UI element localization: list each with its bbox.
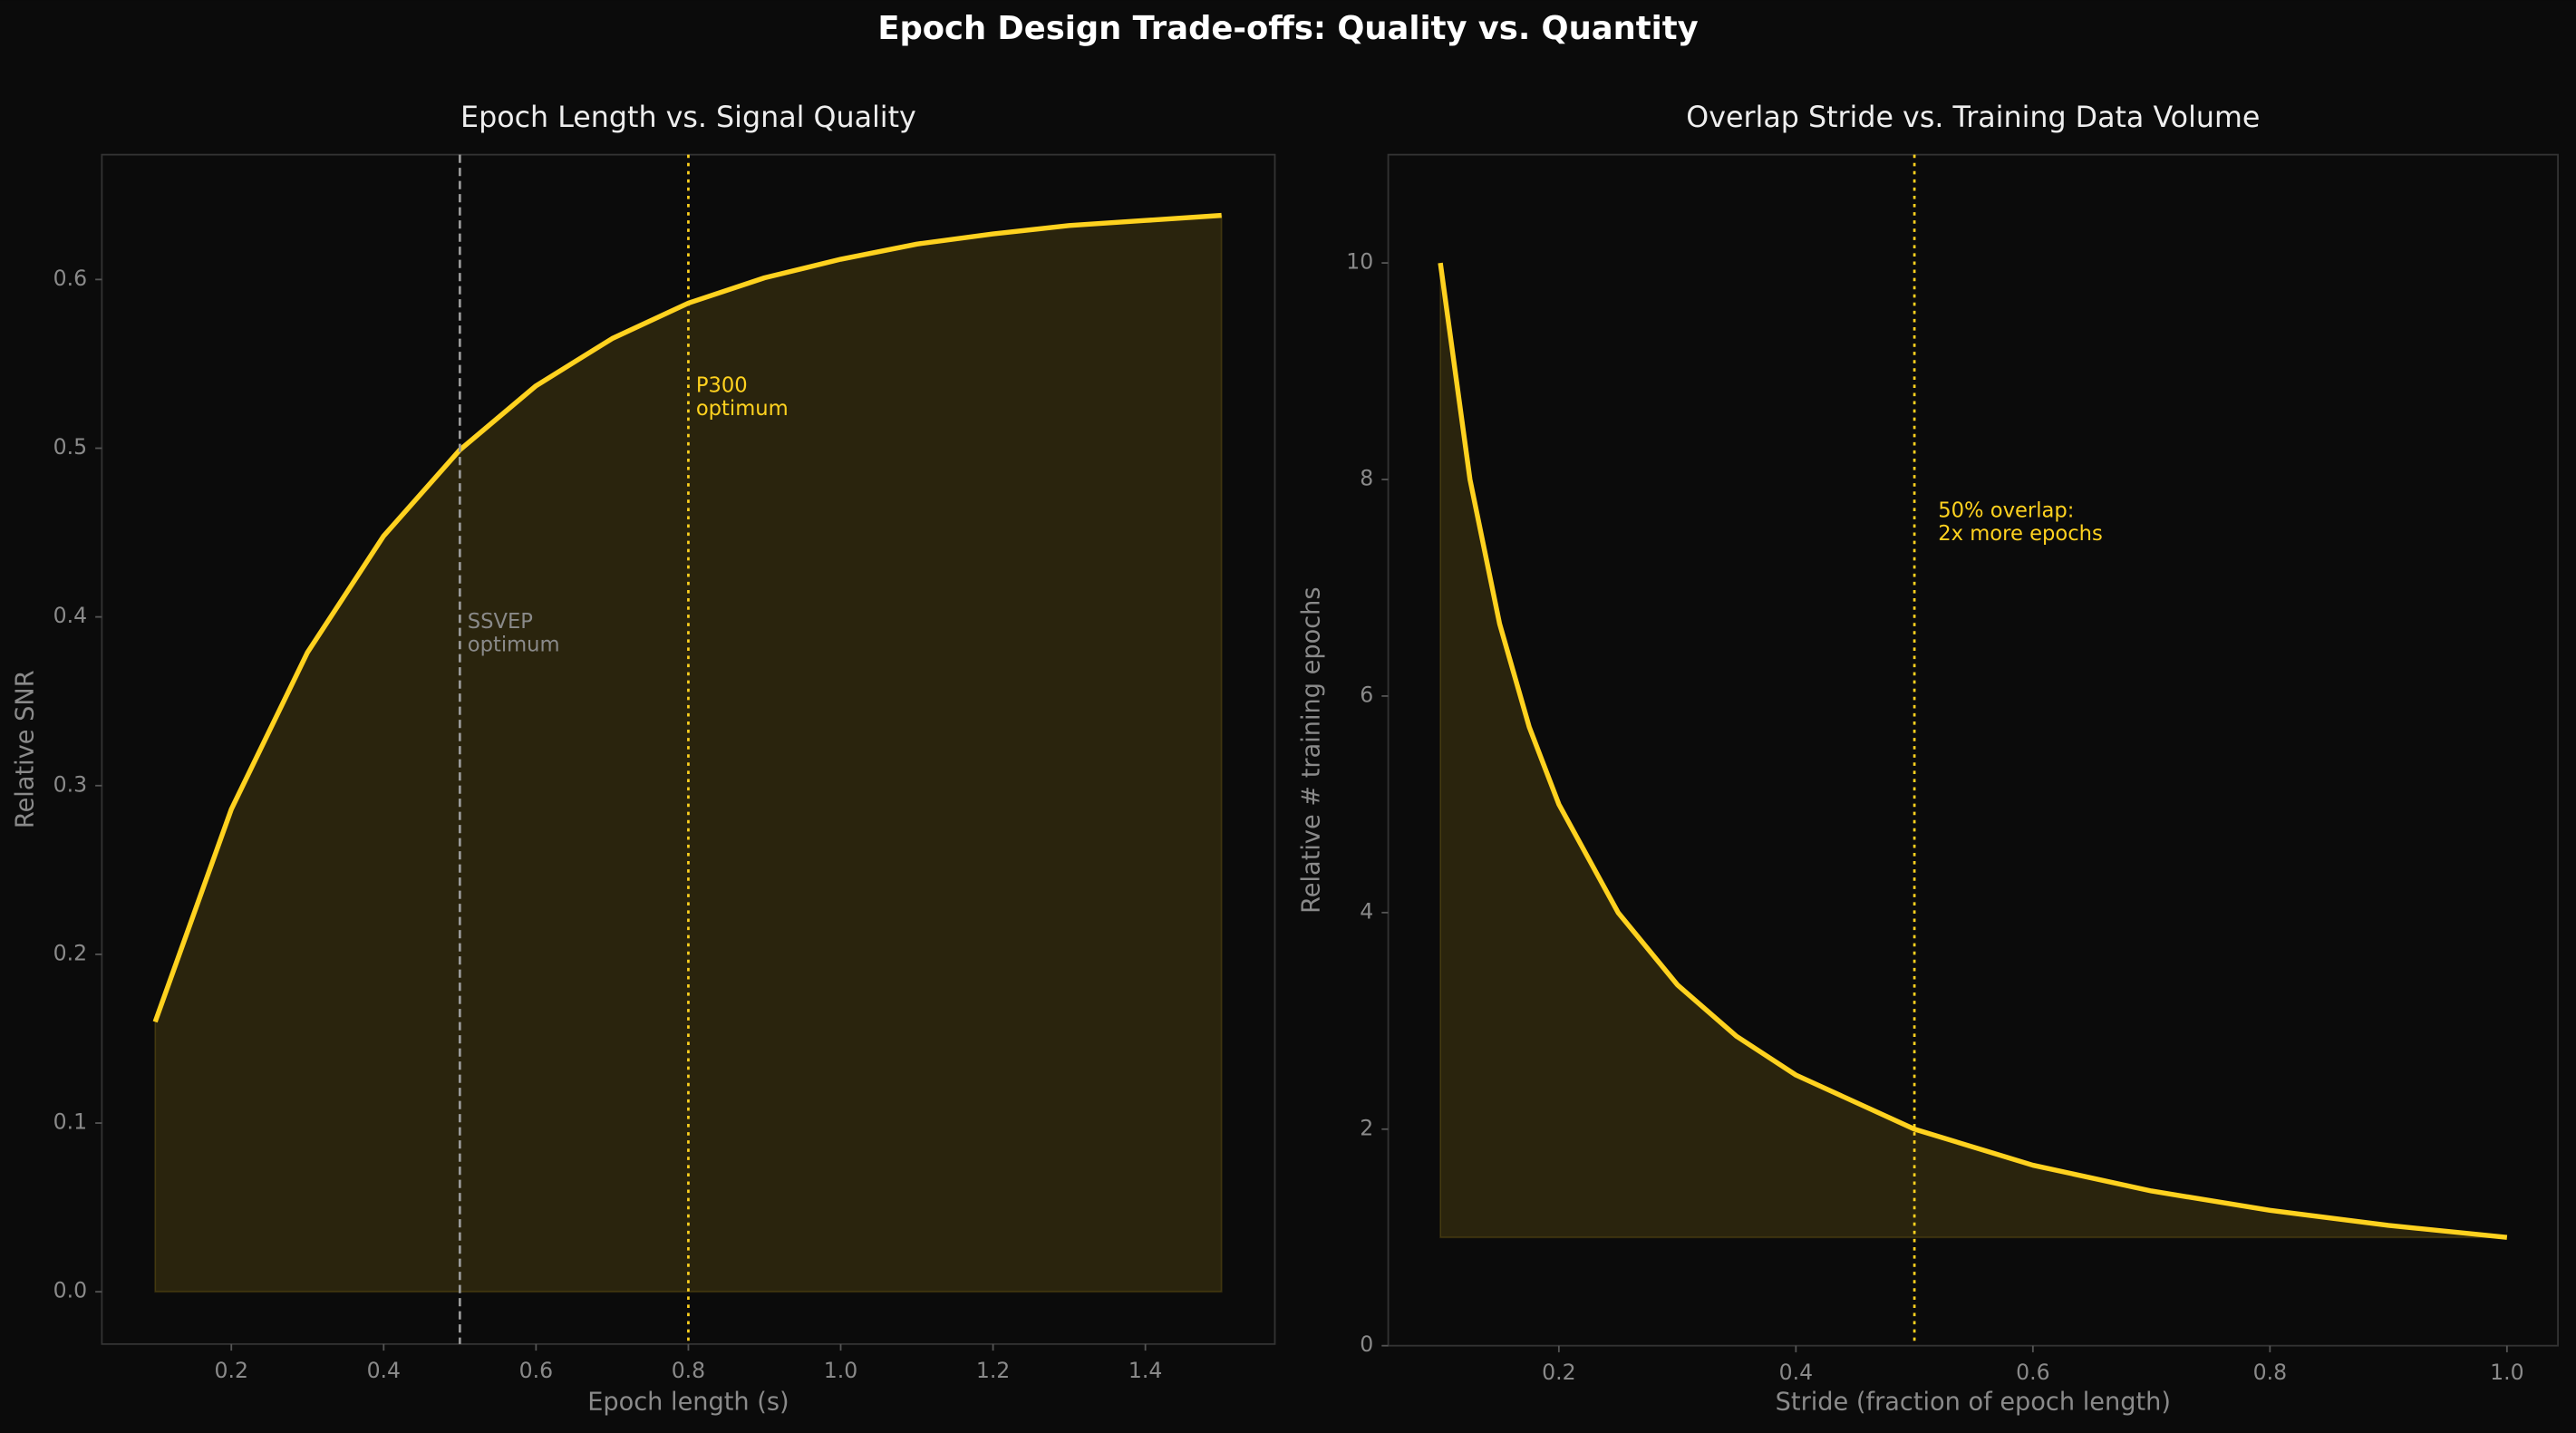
- plot-title: Epoch Length vs. Signal Quality: [460, 102, 916, 134]
- x-tick-label: 1.2: [976, 1358, 1010, 1383]
- x-axis-label: Epoch length (s): [587, 1389, 789, 1417]
- y-tick-label: 0.2: [53, 940, 87, 965]
- y-tick-label: 0.5: [53, 434, 87, 460]
- figure-title: Epoch Design Trade-offs: Quality vs. Qua…: [877, 10, 1698, 47]
- y-tick-label: 0.6: [53, 266, 87, 291]
- x-tick-label: 0.8: [672, 1358, 705, 1383]
- x-tick-label: 1.0: [2490, 1360, 2523, 1385]
- y-tick-label: 0.4: [53, 603, 87, 628]
- x-axis-label: Stride (fraction of epoch length): [1776, 1389, 2171, 1417]
- annotation: 2x more epochs: [1938, 522, 2103, 546]
- annotation: optimum: [468, 633, 560, 656]
- annotation: SSVEP: [468, 610, 533, 634]
- y-tick-label: 8: [1360, 466, 1373, 491]
- y-tick-label: 6: [1360, 682, 1373, 707]
- x-tick-label: 0.6: [2016, 1360, 2049, 1385]
- x-tick-label: 0.2: [215, 1358, 248, 1383]
- y-tick-label: 0.1: [53, 1109, 87, 1135]
- y-tick-label: 4: [1360, 898, 1373, 924]
- y-tick-label: 10: [1346, 249, 1373, 275]
- x-tick-label: 0.6: [519, 1358, 553, 1383]
- annotation: optimum: [696, 397, 789, 421]
- x-tick-label: 0.2: [1542, 1360, 1575, 1385]
- x-tick-label: 1.4: [1128, 1358, 1162, 1383]
- y-tick-label: 2: [1360, 1115, 1373, 1140]
- annotation: P300: [696, 373, 748, 397]
- plot-title: Overlap Stride vs. Training Data Volume: [1686, 102, 2260, 134]
- y-tick-label: 0: [1360, 1331, 1373, 1357]
- line: [1438, 262, 2508, 1240]
- x-tick-label: 1.0: [824, 1358, 857, 1383]
- y-tick-label: 0.0: [53, 1278, 87, 1303]
- x-tick-label: 0.4: [367, 1358, 401, 1383]
- annotation: 50% overlap:: [1938, 499, 2074, 523]
- y-axis-label: Relative SNR: [11, 670, 39, 828]
- y-tick-label: 0.3: [53, 771, 87, 797]
- x-tick-label: 0.8: [2253, 1360, 2287, 1385]
- x-tick-label: 0.4: [1779, 1360, 1813, 1385]
- y-axis-label: Relative # training epochs: [1298, 586, 1326, 913]
